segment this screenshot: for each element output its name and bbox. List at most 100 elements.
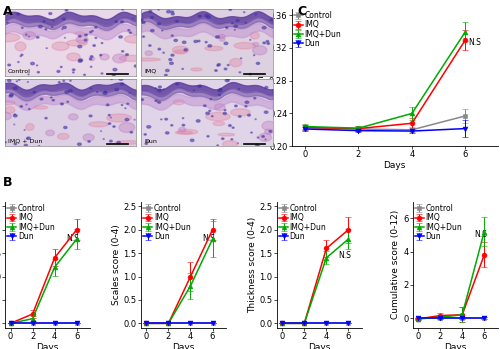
Circle shape	[255, 14, 256, 15]
Circle shape	[265, 87, 268, 88]
Circle shape	[239, 72, 240, 73]
Circle shape	[252, 43, 258, 46]
Circle shape	[220, 38, 225, 41]
Circle shape	[127, 103, 128, 104]
Circle shape	[207, 136, 209, 137]
Circle shape	[190, 139, 194, 141]
Circle shape	[130, 32, 132, 34]
Circle shape	[182, 41, 186, 43]
Circle shape	[262, 121, 276, 130]
Circle shape	[119, 78, 123, 80]
Circle shape	[57, 70, 60, 72]
Circle shape	[220, 88, 222, 90]
Circle shape	[36, 65, 38, 66]
Polygon shape	[115, 141, 142, 144]
Circle shape	[158, 89, 162, 92]
Circle shape	[10, 94, 14, 96]
Circle shape	[172, 35, 173, 36]
Circle shape	[21, 54, 23, 55]
Polygon shape	[206, 112, 230, 121]
Circle shape	[88, 141, 90, 142]
Circle shape	[122, 9, 124, 10]
Circle shape	[176, 83, 178, 85]
Polygon shape	[218, 133, 234, 136]
Circle shape	[26, 137, 30, 139]
Circle shape	[206, 16, 210, 18]
Circle shape	[68, 90, 72, 92]
Circle shape	[224, 110, 226, 111]
Circle shape	[171, 54, 174, 56]
Circle shape	[20, 56, 21, 57]
Circle shape	[146, 141, 148, 142]
Circle shape	[14, 114, 17, 117]
Circle shape	[160, 119, 162, 120]
Y-axis label: Scales score (0-4): Scales score (0-4)	[112, 224, 121, 305]
Circle shape	[106, 104, 109, 106]
Polygon shape	[58, 133, 69, 139]
Circle shape	[248, 114, 250, 116]
Circle shape	[0, 112, 12, 120]
Circle shape	[250, 74, 252, 75]
Circle shape	[95, 37, 96, 38]
Circle shape	[217, 145, 218, 146]
Circle shape	[214, 70, 217, 71]
Circle shape	[5, 142, 6, 143]
Circle shape	[231, 139, 233, 140]
Circle shape	[234, 25, 237, 27]
Circle shape	[256, 62, 260, 65]
Circle shape	[100, 54, 109, 60]
Circle shape	[214, 104, 225, 111]
Circle shape	[103, 92, 107, 95]
Circle shape	[70, 80, 71, 81]
X-axis label: Days: Days	[308, 343, 330, 349]
Text: A: A	[2, 5, 12, 18]
Circle shape	[182, 124, 185, 126]
Circle shape	[101, 73, 103, 74]
Circle shape	[28, 109, 30, 110]
Circle shape	[208, 45, 212, 47]
Circle shape	[226, 78, 230, 80]
Text: N.S: N.S	[202, 233, 215, 243]
Circle shape	[65, 91, 68, 93]
Circle shape	[110, 140, 112, 142]
Circle shape	[132, 18, 134, 19]
Circle shape	[8, 79, 11, 82]
Circle shape	[205, 14, 208, 17]
Circle shape	[24, 144, 28, 146]
Circle shape	[108, 114, 110, 116]
Circle shape	[125, 108, 126, 109]
Circle shape	[216, 36, 220, 38]
Circle shape	[245, 22, 246, 23]
Circle shape	[155, 88, 156, 89]
Circle shape	[163, 89, 164, 90]
Circle shape	[79, 59, 82, 61]
Circle shape	[90, 66, 92, 67]
Circle shape	[150, 16, 154, 18]
Circle shape	[134, 65, 138, 67]
Circle shape	[111, 79, 112, 80]
Circle shape	[49, 13, 52, 15]
Circle shape	[170, 125, 173, 126]
Circle shape	[112, 54, 126, 63]
Circle shape	[144, 134, 146, 135]
Circle shape	[258, 133, 272, 141]
Circle shape	[205, 42, 207, 43]
Legend: Control, IMQ, IMQ+Dun, Dun: Control, IMQ, IMQ+Dun, Dun	[142, 203, 192, 242]
Legend: Control, IMQ, IMQ+Dun, Dun: Control, IMQ, IMQ+Dun, Dun	[293, 10, 342, 49]
Circle shape	[194, 40, 198, 43]
Circle shape	[46, 48, 47, 49]
Circle shape	[232, 23, 234, 24]
Polygon shape	[176, 131, 192, 134]
Polygon shape	[174, 50, 186, 53]
Circle shape	[134, 119, 135, 120]
Circle shape	[257, 137, 258, 138]
Circle shape	[212, 116, 213, 117]
Circle shape	[63, 80, 64, 81]
Circle shape	[254, 98, 256, 99]
Text: Control: Control	[8, 68, 30, 74]
Circle shape	[184, 49, 188, 51]
Circle shape	[16, 81, 18, 82]
Polygon shape	[120, 55, 144, 61]
Circle shape	[169, 59, 172, 61]
Circle shape	[162, 30, 163, 31]
